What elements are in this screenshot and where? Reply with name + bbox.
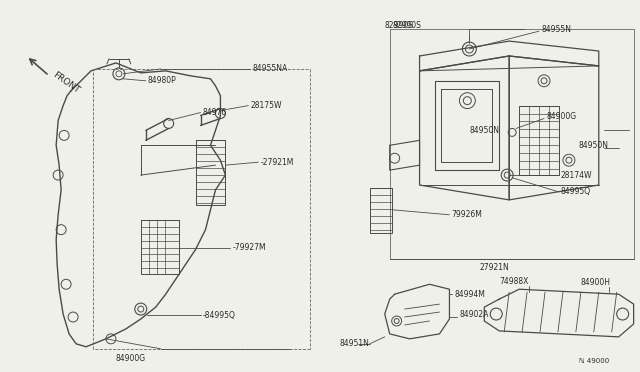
Text: 84980P: 84980P bbox=[148, 76, 177, 85]
Text: 84950N: 84950N bbox=[579, 141, 609, 150]
Bar bbox=[519, 106, 559, 175]
Text: 27921N: 27921N bbox=[479, 263, 509, 272]
Text: -79927M: -79927M bbox=[232, 243, 266, 252]
Text: 84955NA: 84955NA bbox=[252, 64, 287, 73]
Text: 84950N: 84950N bbox=[469, 126, 499, 135]
Text: 84976: 84976 bbox=[202, 108, 227, 117]
Text: 84902A: 84902A bbox=[460, 310, 489, 318]
Bar bbox=[196, 140, 225, 205]
Text: ℕ 49000: ℕ 49000 bbox=[579, 358, 609, 364]
Text: 84955N: 84955N bbox=[541, 25, 571, 34]
Text: FRONT: FRONT bbox=[51, 70, 81, 95]
Text: 84995Q: 84995Q bbox=[561, 187, 591, 196]
Bar bbox=[370, 188, 392, 232]
Text: 84900H: 84900H bbox=[581, 278, 611, 287]
Text: 84900G: 84900G bbox=[116, 354, 146, 363]
Text: 74988X: 74988X bbox=[499, 277, 529, 286]
Text: 82990S: 82990S bbox=[385, 21, 413, 30]
Text: 82990S: 82990S bbox=[393, 21, 422, 30]
Text: -84995Q: -84995Q bbox=[202, 311, 236, 320]
Text: 84951N: 84951N bbox=[340, 339, 370, 348]
Text: 79926M: 79926M bbox=[451, 210, 483, 219]
Text: -27921M: -27921M bbox=[260, 158, 294, 167]
Text: 28175W: 28175W bbox=[250, 101, 282, 110]
Bar bbox=[141, 220, 179, 274]
Text: 28174W: 28174W bbox=[561, 171, 593, 180]
Text: 84900G: 84900G bbox=[546, 112, 576, 121]
Text: 84994M: 84994M bbox=[454, 290, 485, 299]
